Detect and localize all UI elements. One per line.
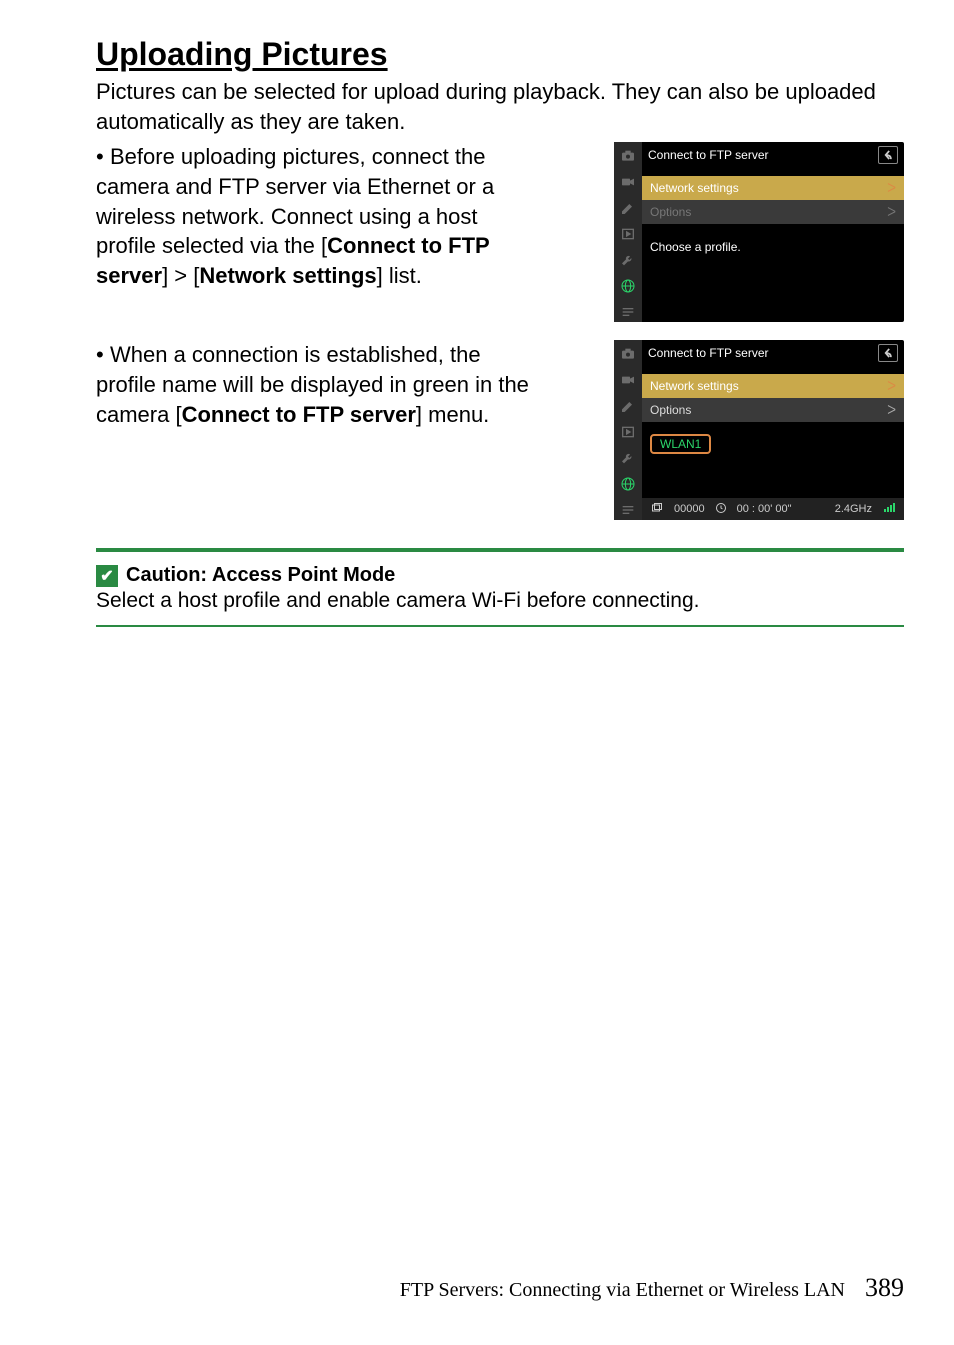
caution-head: ✔ Caution: Access Point Mode xyxy=(96,564,904,587)
signal-bars-icon xyxy=(882,502,896,517)
list-icon xyxy=(620,304,636,320)
ss1-row-network: Network settings ᐳ xyxy=(642,176,904,200)
page-title: Uploading Pictures xyxy=(96,36,904,73)
intro-text: Pictures can be selected for upload duri… xyxy=(96,77,904,136)
back-icon xyxy=(878,146,898,164)
ss2-status-bar: 00000 00 : 00' 00" 2.4GHz xyxy=(642,498,904,520)
clock-icon xyxy=(715,502,727,517)
ss1-row0-label: Network settings xyxy=(650,181,887,195)
ss2-content: Connect to FTP server Network settings ᐳ… xyxy=(642,340,904,520)
wrench-icon xyxy=(620,252,636,268)
ss2-row0-label: Network settings xyxy=(650,379,887,393)
pictures-icon xyxy=(650,502,664,517)
play-icon xyxy=(620,226,636,242)
video-icon xyxy=(620,372,636,388)
wrench-icon xyxy=(620,450,636,466)
camera-screenshot-2: Connect to FTP server Network settings ᐳ… xyxy=(614,340,904,520)
pencil-icon xyxy=(620,398,636,414)
caution-check-icon: ✔ xyxy=(96,565,118,587)
b1-mid: ] > [ xyxy=(162,263,199,288)
bullet-text-2: •When a connection is established, the p… xyxy=(96,340,542,429)
b1-bold2: Network settings xyxy=(199,263,376,288)
ss1-gap xyxy=(642,224,904,234)
chevron-right-icon: ᐳ xyxy=(887,403,896,417)
ss1-content: Connect to FTP server Network settings ᐳ… xyxy=(642,142,904,322)
chevron-right-icon: ᐳ xyxy=(887,205,896,219)
ss2-gap xyxy=(642,422,904,432)
ss2-row-network: Network settings ᐳ xyxy=(642,374,904,398)
status-count: 00000 xyxy=(674,503,705,515)
footer-section: FTP Servers: Connecting via Ethernet or … xyxy=(400,1279,845,1302)
ss2-title: Connect to FTP server xyxy=(648,346,878,360)
camera-screenshot-1: Connect to FTP server Network settings ᐳ… xyxy=(614,142,904,322)
ss1-sidebar xyxy=(614,142,642,322)
ss2-chip-row: WLAN1 xyxy=(642,432,904,456)
profile-chip: WLAN1 xyxy=(650,434,711,454)
status-freq: 2.4GHz xyxy=(835,503,872,515)
bullet-row-2: •When a connection is established, the p… xyxy=(96,340,904,520)
list-icon xyxy=(620,502,636,518)
ss2-row-options: Options ᐳ xyxy=(642,398,904,422)
back-icon xyxy=(878,344,898,362)
camera-icon xyxy=(620,148,636,164)
ss1-header: Connect to FTP server xyxy=(642,142,904,168)
caution-block: ✔ Caution: Access Point Mode Select a ho… xyxy=(96,548,904,627)
chevron-right-icon: ᐳ xyxy=(887,379,896,393)
camera-icon xyxy=(620,346,636,362)
status-time: 00 : 00' 00" xyxy=(737,503,792,515)
video-icon xyxy=(620,174,636,190)
ss1-row1-label: Options xyxy=(650,205,887,219)
footer-page-number: 389 xyxy=(865,1273,904,1303)
ss2-div xyxy=(642,366,904,374)
chevron-right-icon: ᐳ xyxy=(887,181,896,195)
caution-body: Select a host profile and enable camera … xyxy=(96,589,904,613)
ss2-row1-label: Options xyxy=(650,403,887,417)
ss1-div xyxy=(642,168,904,176)
b2-bold1: Connect to FTP server xyxy=(182,402,416,427)
b1-post: ] list. xyxy=(377,263,422,288)
ss2-sidebar xyxy=(614,340,642,520)
page-footer: FTP Servers: Connecting via Ethernet or … xyxy=(0,1273,904,1303)
network-icon xyxy=(620,278,636,294)
ss1-hint: Choose a profile. xyxy=(642,234,904,260)
ss1-title: Connect to FTP server xyxy=(648,148,878,162)
bullet-row-1: •Before uploading pictures, connect the … xyxy=(96,142,904,322)
ss2-header: Connect to FTP server xyxy=(642,340,904,366)
network-icon xyxy=(620,476,636,492)
bullet-text-1: •Before uploading pictures, connect the … xyxy=(96,142,542,290)
play-icon xyxy=(620,424,636,440)
b2-post: ] menu. xyxy=(416,402,489,427)
ss1-row-options: Options ᐳ xyxy=(642,200,904,224)
caution-head-text: Caution: Access Point Mode xyxy=(126,564,395,587)
pencil-icon xyxy=(620,200,636,216)
